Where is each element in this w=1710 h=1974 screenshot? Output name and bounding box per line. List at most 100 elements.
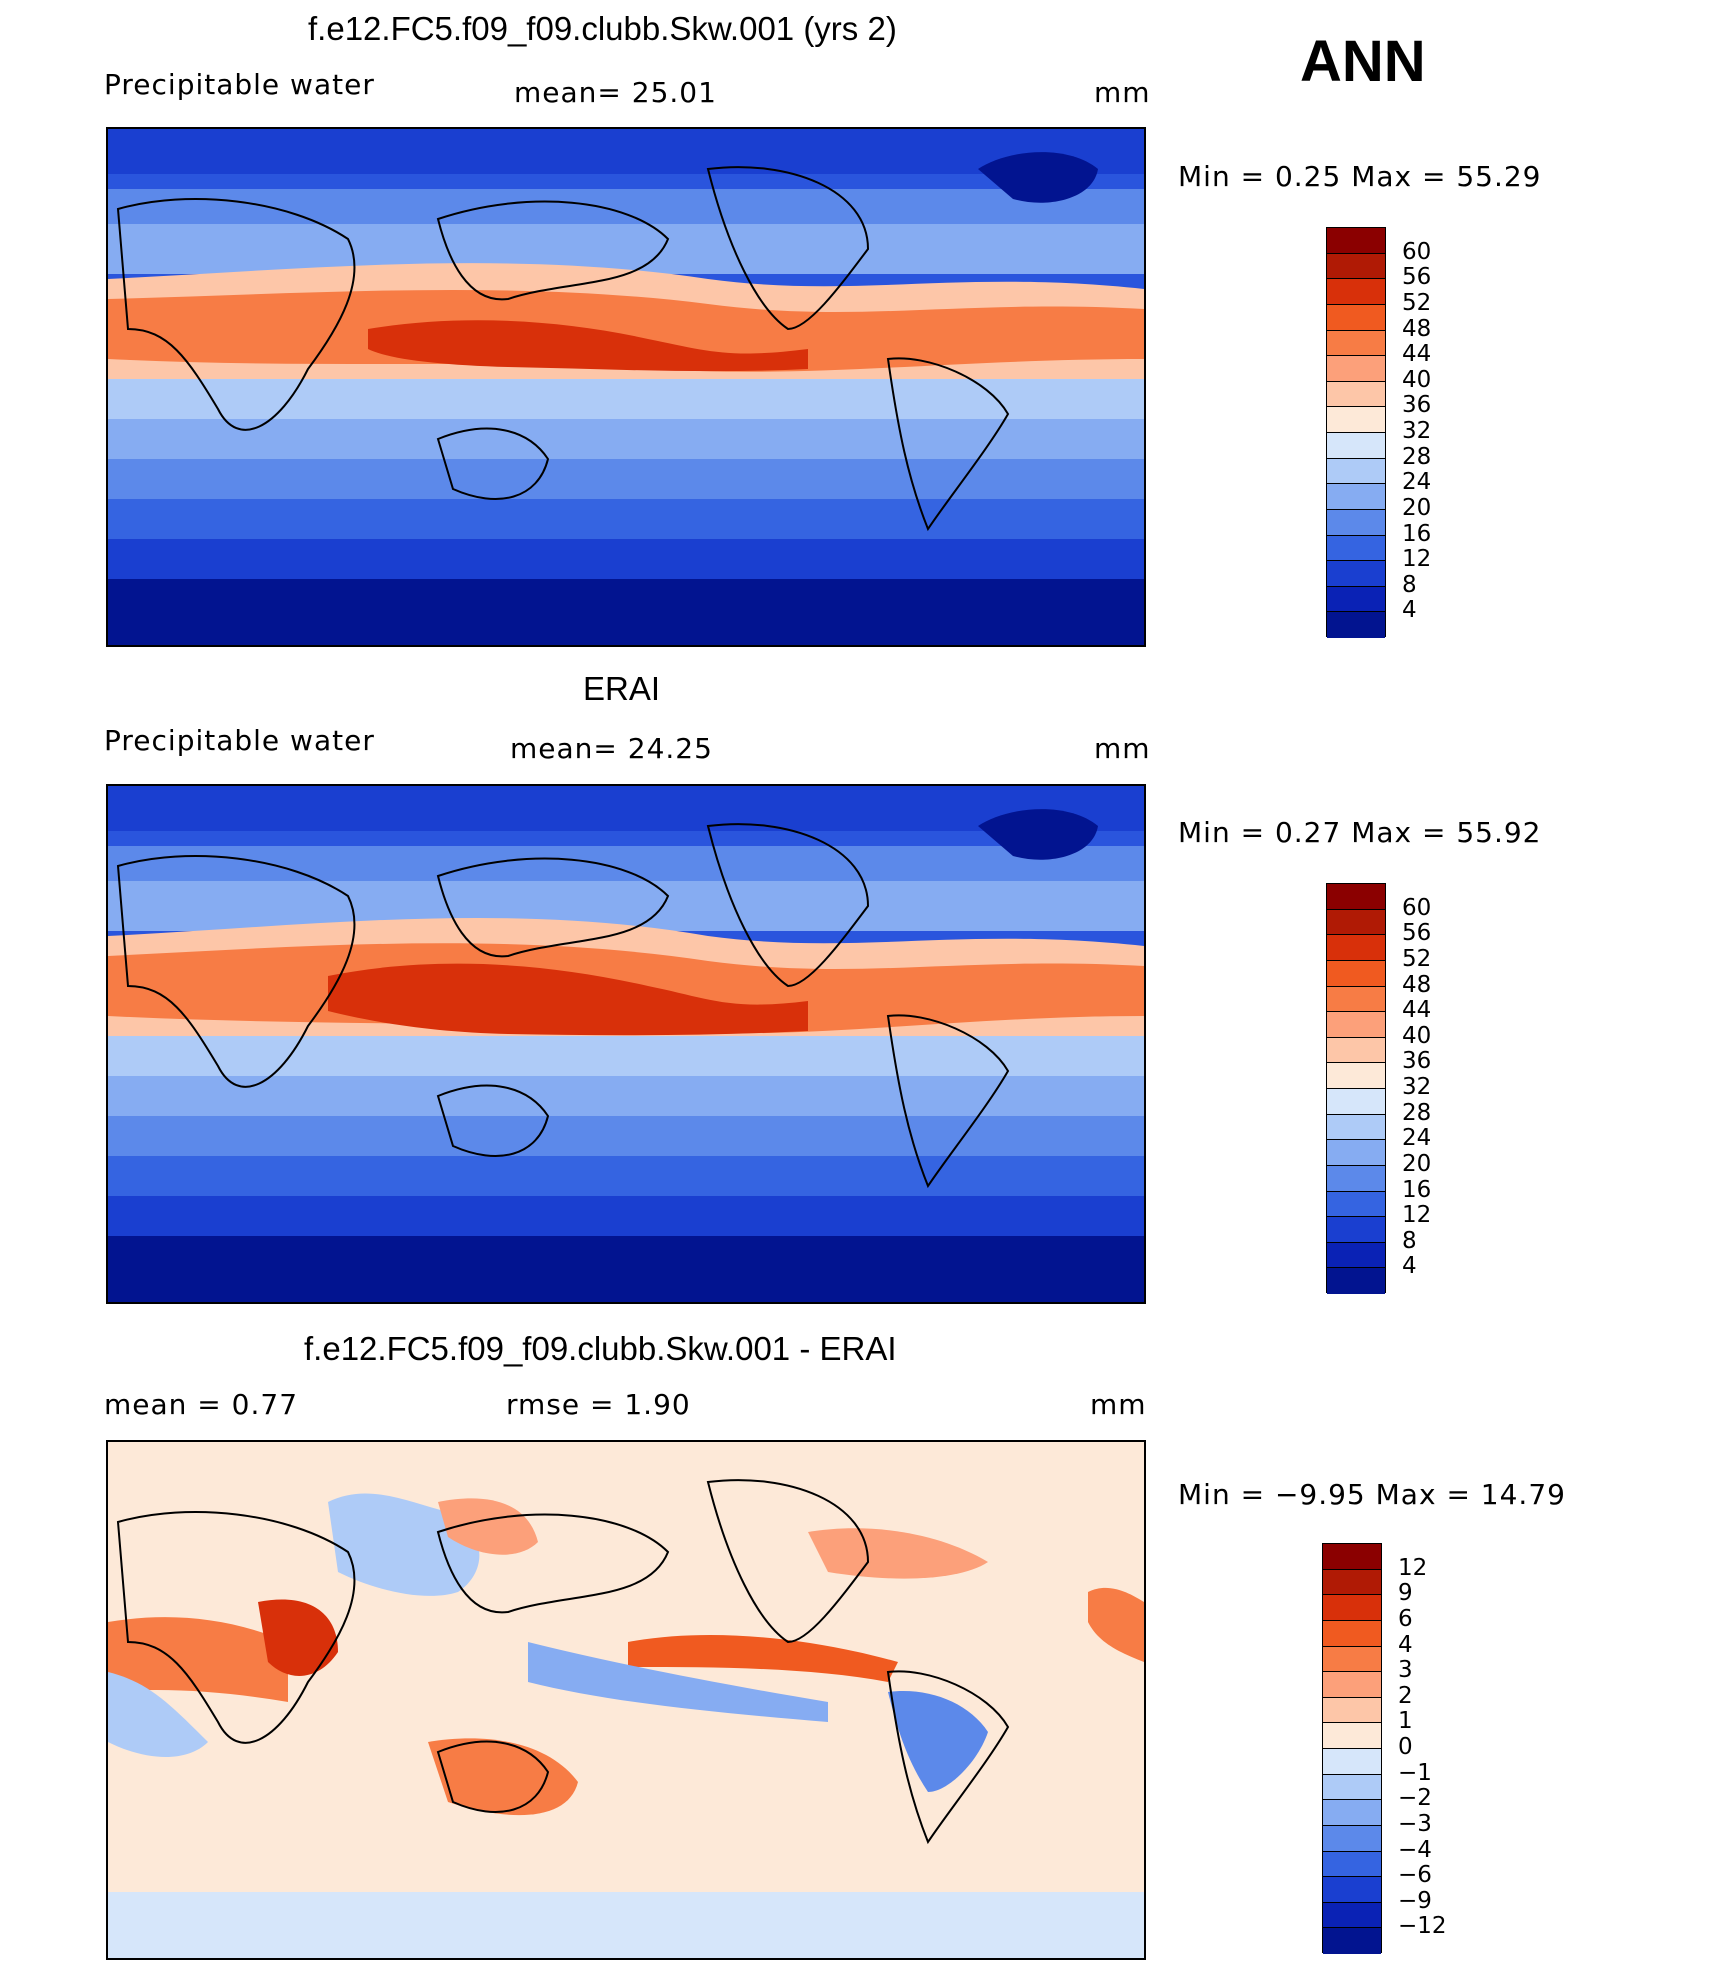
colorbar-swatch <box>1327 935 1385 961</box>
colorbar-tick-label: −9 <box>1398 1887 1432 1914</box>
panel-3-colorbar <box>1322 1543 1382 1954</box>
colorbar-swatch <box>1327 1114 1385 1141</box>
colorbar-swatch <box>1327 986 1385 1013</box>
colorbar-tick-label: 0 <box>1398 1734 1413 1760</box>
panel-2-mean-label: mean= 24.25 <box>510 732 713 765</box>
colorbar-swatch <box>1327 1089 1385 1115</box>
panel-3-rmse-label: rmse = 1.90 <box>506 1388 691 1421</box>
colorbar-swatch <box>1323 1928 1381 1954</box>
colorbar-tick-label: 8 <box>1402 1227 1417 1254</box>
colorbar-tick-label: 32 <box>1402 1074 1432 1100</box>
colorbar-swatch <box>1327 909 1385 936</box>
colorbar-tick-label: 28 <box>1402 443 1432 470</box>
colorbar-swatch <box>1327 884 1385 910</box>
colorbar-swatch <box>1323 1902 1381 1929</box>
colorbar-tick-label: 44 <box>1402 997 1432 1024</box>
colorbar-swatch <box>1327 1165 1385 1192</box>
colorbar-swatch <box>1323 1851 1381 1878</box>
colorbar-swatch <box>1327 561 1385 587</box>
colorbar-swatch <box>1327 253 1385 280</box>
colorbar-swatch <box>1323 1877 1381 1903</box>
colorbar-tick-label: 36 <box>1402 392 1432 419</box>
panel-1-colorbar <box>1326 227 1386 638</box>
colorbar-swatch <box>1327 279 1385 305</box>
colorbar-tick-label: 6 <box>1398 1605 1413 1632</box>
colorbar-swatch <box>1327 1037 1385 1064</box>
colorbar-tick-label: 60 <box>1402 894 1432 921</box>
colorbar-tick-label: −12 <box>1398 1913 1447 1940</box>
colorbar-tick-label: 48 <box>1402 315 1432 342</box>
panel-3-map <box>106 1440 1146 1960</box>
colorbar-tick-label: 40 <box>1402 1022 1432 1049</box>
colorbar-tick-label: 4 <box>1402 1253 1417 1280</box>
colorbar-swatch <box>1323 1544 1381 1570</box>
panel-1-units: mm <box>1094 76 1151 109</box>
colorbar-swatch <box>1327 1063 1385 1089</box>
colorbar-tick-label: 3 <box>1398 1657 1413 1684</box>
panel-3-map-svg <box>108 1442 1144 1958</box>
colorbar-swatch <box>1327 1140 1385 1166</box>
panel-1-title: f.e12.FC5.f09_f09.clubb.Skw.001 (yrs 2) <box>308 10 897 47</box>
colorbar-tick-label: 20 <box>1402 494 1432 521</box>
colorbar-tick-label: 12 <box>1402 546 1432 573</box>
colorbar-tick-label: 60 <box>1402 238 1432 265</box>
colorbar-swatch <box>1327 509 1385 536</box>
colorbar-swatch <box>1327 612 1385 638</box>
panel-1-minmax: Min = 0.25 Max = 55.29 <box>1178 160 1542 193</box>
colorbar-swatch <box>1323 1825 1381 1852</box>
colorbar-tick-label: 56 <box>1402 264 1432 291</box>
colorbar-tick-label: −6 <box>1398 1862 1432 1889</box>
colorbar-tick-label: 12 <box>1398 1554 1428 1581</box>
colorbar-swatch <box>1327 1268 1385 1294</box>
season-label: ANN <box>1300 29 1426 94</box>
panel-2-variable-label: Precipitable water <box>104 724 375 757</box>
colorbar-tick-label: −1 <box>1398 1759 1432 1786</box>
colorbar-tick-label: 32 <box>1402 418 1432 444</box>
colorbar-swatch <box>1323 1569 1381 1596</box>
panel-2-map <box>106 784 1146 1304</box>
panel-2-colorbar <box>1326 883 1386 1294</box>
colorbar-tick-label: 16 <box>1402 520 1432 547</box>
colorbar-swatch <box>1327 1191 1385 1218</box>
colorbar-tick-label: 8 <box>1402 571 1417 598</box>
panel-2-title: ERAI <box>583 670 661 707</box>
panel-3-mean-label: mean = 0.77 <box>104 1388 299 1421</box>
panel-1-mean-label: mean= 25.01 <box>514 76 717 109</box>
colorbar-swatch <box>1327 433 1385 459</box>
colorbar-tick-label: −2 <box>1398 1785 1432 1812</box>
colorbar-tick-label: 4 <box>1398 1631 1413 1658</box>
colorbar-swatch <box>1327 407 1385 433</box>
colorbar-tick-label: 44 <box>1402 341 1432 368</box>
colorbar-swatch <box>1323 1697 1381 1724</box>
panel-3-minmax: Min = −9.95 Max = 14.79 <box>1178 1478 1566 1511</box>
colorbar-tick-label: 2 <box>1398 1682 1413 1709</box>
colorbar-swatch <box>1327 960 1385 987</box>
colorbar-swatch <box>1323 1774 1381 1801</box>
colorbar-swatch <box>1327 228 1385 254</box>
colorbar-tick-label: 52 <box>1402 945 1432 972</box>
colorbar-tick-label: 9 <box>1398 1580 1413 1607</box>
panel-1-variable-label: Precipitable water <box>104 68 375 101</box>
colorbar-tick-label: 40 <box>1402 366 1432 393</box>
colorbar-swatch <box>1327 535 1385 562</box>
colorbar-tick-label: −3 <box>1398 1810 1432 1837</box>
colorbar-tick-label: 52 <box>1402 289 1432 316</box>
colorbar-swatch <box>1323 1646 1381 1673</box>
colorbar-swatch <box>1323 1800 1381 1826</box>
colorbar-tick-label: 24 <box>1402 469 1432 496</box>
colorbar-tick-label: 56 <box>1402 920 1432 947</box>
colorbar-swatch <box>1327 484 1385 510</box>
colorbar-tick-label: 16 <box>1402 1176 1432 1203</box>
colorbar-tick-label: 36 <box>1402 1048 1432 1075</box>
colorbar-swatch <box>1323 1595 1381 1621</box>
colorbar-tick-label: 24 <box>1402 1125 1432 1152</box>
colorbar-tick-label: 4 <box>1402 597 1417 624</box>
colorbar-tick-label: 28 <box>1402 1099 1432 1126</box>
colorbar-swatch <box>1327 1242 1385 1269</box>
colorbar-swatch <box>1327 356 1385 382</box>
colorbar-swatch <box>1323 1620 1381 1647</box>
panel-2-units: mm <box>1094 732 1151 765</box>
panel-3-units: mm <box>1090 1388 1147 1421</box>
colorbar-swatch <box>1327 381 1385 408</box>
colorbar-swatch <box>1323 1749 1381 1775</box>
